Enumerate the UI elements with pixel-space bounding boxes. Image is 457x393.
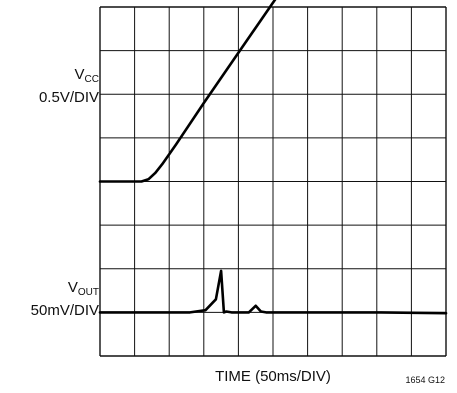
- vcc-name: VCC: [74, 66, 99, 85]
- vcc-trace: [98, 0, 277, 183]
- vout-trace: [98, 269, 448, 315]
- vcc-scale: 0.5V/DIV: [38, 89, 99, 106]
- grid: [99, 6, 447, 357]
- figure-id: 1654 G12: [405, 375, 445, 385]
- vcc-label: VCC 0.5V/DIV: [39, 66, 99, 107]
- x-axis-label: TIME (50ms/DIV): [215, 368, 331, 385]
- vout-label: VOUT 50mV/DIV: [31, 279, 99, 320]
- vout-name: VOUT: [67, 279, 99, 298]
- vout-scale: 50mV/DIV: [30, 302, 99, 319]
- traces: [98, 0, 448, 315]
